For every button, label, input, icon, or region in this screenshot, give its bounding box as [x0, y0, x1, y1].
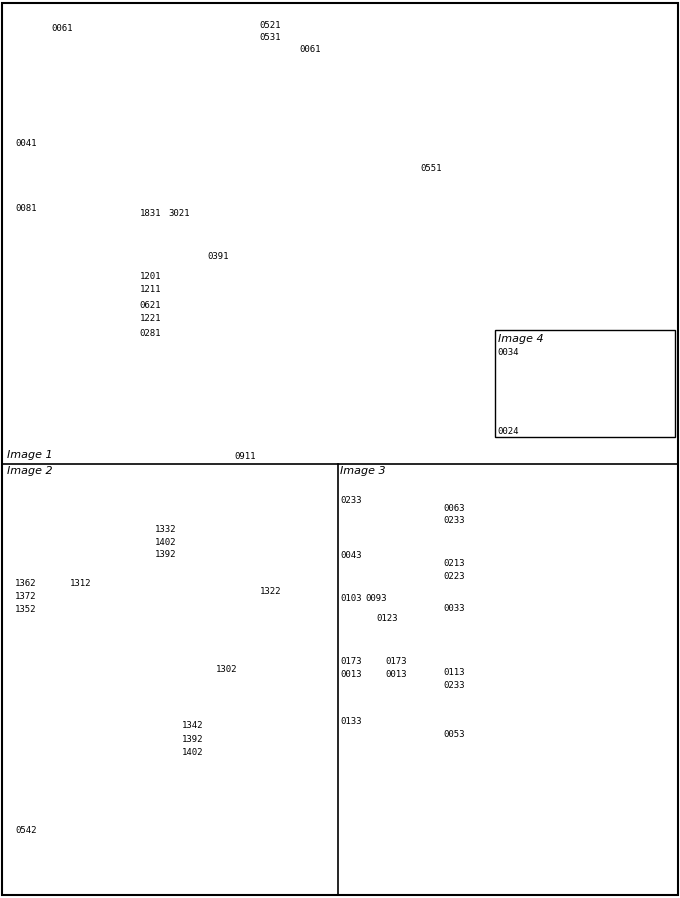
Text: Image 3: Image 3: [340, 466, 386, 476]
Text: 0223: 0223: [443, 572, 465, 581]
Bar: [495, 330, 675, 437]
Text: 0551: 0551: [420, 164, 442, 173]
Text: 0041: 0041: [15, 139, 37, 148]
Text: 0013: 0013: [385, 670, 407, 679]
Text: Image 2: Image 2: [7, 466, 52, 476]
Text: 0173: 0173: [385, 657, 407, 666]
Text: 0061: 0061: [299, 45, 321, 54]
Text: Image 1: Image 1: [7, 450, 52, 460]
Text: 0213: 0213: [443, 559, 465, 568]
Text: 0911: 0911: [235, 452, 256, 461]
Text: 0043: 0043: [340, 551, 362, 560]
Text: 0521: 0521: [260, 21, 282, 30]
Text: 1302: 1302: [216, 665, 238, 674]
Text: 0621: 0621: [139, 301, 161, 310]
Text: 1221: 1221: [139, 314, 161, 323]
Text: 0173: 0173: [340, 657, 362, 666]
Text: 3021: 3021: [169, 209, 190, 218]
Text: 0024: 0024: [498, 427, 520, 436]
Text: 1322: 1322: [260, 587, 282, 596]
Text: 1352: 1352: [15, 605, 37, 614]
Text: 0081: 0081: [15, 204, 37, 213]
Text: 0391: 0391: [207, 252, 229, 261]
Text: 0123: 0123: [376, 614, 398, 623]
Text: 1312: 1312: [69, 579, 91, 588]
Text: 0531: 0531: [260, 33, 282, 42]
Text: 1402: 1402: [182, 748, 204, 757]
Text: 0013: 0013: [340, 670, 362, 679]
Text: Image 4: Image 4: [498, 334, 543, 344]
Text: 0061: 0061: [51, 24, 73, 33]
Text: 1402: 1402: [155, 538, 177, 547]
Text: 0233: 0233: [443, 681, 465, 690]
Text: 0233: 0233: [443, 516, 465, 525]
Text: 1392: 1392: [155, 550, 177, 559]
Text: 0113: 0113: [443, 668, 465, 677]
Text: 0281: 0281: [139, 329, 161, 338]
Text: 1392: 1392: [182, 735, 204, 744]
Text: 1201: 1201: [139, 272, 161, 281]
Text: 1332: 1332: [155, 525, 177, 534]
Text: 0063: 0063: [443, 504, 465, 513]
Text: 1211: 1211: [139, 285, 161, 294]
Text: 0133: 0133: [340, 717, 362, 726]
Text: 0093: 0093: [366, 594, 388, 603]
Text: 0034: 0034: [498, 348, 520, 357]
Text: 1831: 1831: [139, 209, 161, 218]
Text: 1372: 1372: [15, 592, 37, 601]
Text: 1362: 1362: [15, 579, 37, 588]
Text: 0103: 0103: [340, 594, 362, 603]
Text: 0053: 0053: [443, 730, 465, 739]
Text: 0542: 0542: [15, 826, 37, 835]
Text: 0233: 0233: [340, 496, 362, 505]
Text: 0033: 0033: [443, 604, 465, 613]
Text: 1342: 1342: [182, 721, 204, 730]
